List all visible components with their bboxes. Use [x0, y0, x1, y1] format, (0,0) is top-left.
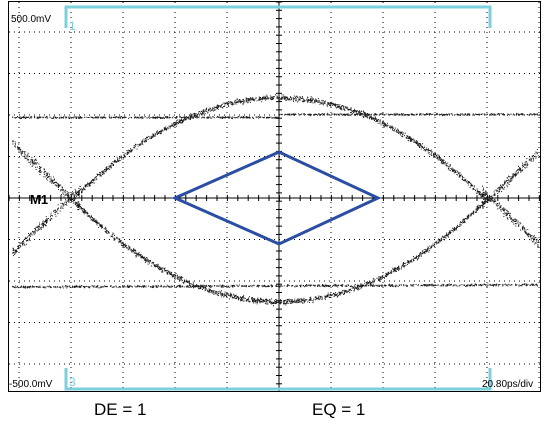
right-crossing-rise — [482, 185, 539, 248]
channel-1-marker — [64, 5, 492, 28]
left-crossing-fall — [12, 140, 81, 211]
eye-diagram-traces — [12, 94, 539, 307]
lower-level-line — [12, 283, 538, 289]
channel-1-number: 1 — [69, 19, 76, 33]
marker-m1-label: M1 — [30, 192, 48, 207]
channel-3-number: 3 — [69, 375, 76, 389]
eye-lower-curve — [74, 198, 487, 307]
eye-upper-curve — [74, 94, 487, 202]
screen-frame — [8, 1, 541, 392]
channel-3-marker — [64, 368, 492, 391]
bottom-voltage-label: -500.0mV — [9, 379, 53, 390]
eq-caption: EQ = 1 — [312, 400, 366, 419]
upper-level-line — [12, 112, 539, 120]
graticule — [8, 1, 540, 391]
timebase-label: 20.80ps/div — [482, 379, 533, 390]
de-caption: DE = 1 — [94, 400, 147, 419]
eye-mask — [171, 150, 382, 246]
top-voltage-label: 500.0mV — [11, 14, 51, 25]
